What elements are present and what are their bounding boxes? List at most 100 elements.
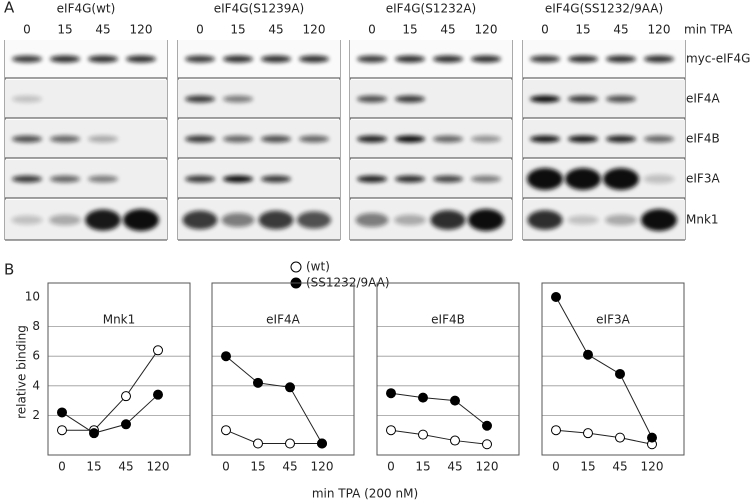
data-point (615, 432, 625, 443)
y-tick-label: 2 (32, 408, 40, 422)
x-tick-label: 0 (58, 460, 66, 474)
y-tick-label: 6 (32, 349, 40, 363)
data-point (121, 419, 131, 430)
blot-band (185, 175, 215, 183)
series (551, 292, 657, 443)
lane-label: 120 (648, 23, 671, 37)
series-line (225, 355, 323, 444)
series-line (555, 429, 653, 445)
blot-band (433, 55, 463, 63)
lane-label: 15 (402, 23, 417, 37)
row-label: eIF4B (686, 132, 720, 146)
series (57, 389, 163, 439)
blot-band (641, 209, 677, 231)
lane-label: 15 (57, 23, 72, 37)
lane-label: 45 (95, 23, 110, 37)
x-tick-label: 45 (612, 460, 627, 474)
y-tick-label: 8 (32, 319, 40, 333)
blot-band (471, 135, 501, 143)
blot-band (299, 135, 329, 143)
blot-band (357, 55, 387, 63)
blot-band (530, 135, 560, 143)
series (551, 425, 657, 450)
series (221, 425, 327, 449)
group-title: eIF4G(wt) (57, 2, 116, 16)
row-label: eIF3A (686, 172, 720, 186)
data-point (317, 438, 327, 449)
data-point (153, 389, 163, 400)
lane-label: 0 (541, 23, 549, 37)
data-point (253, 377, 263, 388)
data-point (89, 428, 99, 439)
blot-band (395, 175, 425, 183)
blot-band (357, 95, 387, 103)
blot-band (12, 55, 42, 63)
series-line (61, 394, 159, 434)
data-point (57, 425, 67, 436)
x-tick-label: 120 (476, 460, 499, 474)
blot-band (395, 135, 425, 143)
blot-band (394, 214, 426, 226)
blot-band (49, 214, 81, 226)
x-tick-label: 15 (86, 460, 101, 474)
lane-label: 0 (196, 23, 204, 37)
blot-band (12, 135, 42, 143)
x-tick-label: 0 (222, 460, 230, 474)
x-tick-label: 0 (387, 460, 395, 474)
blot-band (185, 135, 215, 143)
blot-band (261, 175, 291, 183)
blot-band (357, 175, 387, 183)
series-line (62, 349, 159, 431)
legend-label: (wt) (306, 260, 330, 274)
blot-band (530, 55, 560, 63)
blot-band (223, 55, 253, 63)
blot-band (223, 175, 253, 183)
data-point (450, 435, 460, 446)
blot-band (606, 55, 636, 63)
blot-band (530, 95, 560, 103)
series-line (390, 429, 488, 445)
blot-band (644, 135, 674, 143)
chart-title: eIF4A (266, 313, 300, 327)
x-tick-label: 15 (415, 460, 430, 474)
blot-band (50, 175, 80, 183)
lane-label: 45 (268, 23, 283, 37)
blot-band (123, 209, 159, 231)
blot-band (85, 209, 121, 231)
blot-band (395, 55, 425, 63)
x-tick-label: 0 (552, 460, 560, 474)
blot-band (258, 210, 294, 230)
data-point (386, 388, 396, 399)
data-point (551, 425, 561, 436)
blot-band (182, 210, 218, 230)
blot-band (50, 135, 80, 143)
data-point (647, 432, 657, 443)
blot-band (357, 135, 387, 143)
row-label: eIF4A (686, 92, 720, 106)
data-point (418, 392, 428, 403)
data-point (583, 349, 593, 360)
plot-frame (47, 282, 191, 456)
plot-frame (541, 282, 685, 456)
series (386, 425, 492, 450)
blot-band (565, 168, 601, 190)
blot-band (395, 95, 425, 103)
series-line (225, 429, 322, 445)
row-label: myc-eIF4G (686, 52, 750, 66)
plot-frame (211, 282, 355, 456)
blot-band (430, 210, 466, 230)
blot-band (50, 55, 80, 63)
data-point (482, 420, 492, 431)
series-line (555, 296, 653, 438)
x-tick-label: 15 (250, 460, 265, 474)
data-point (482, 439, 492, 450)
x-tick-label: 45 (447, 460, 462, 474)
blot-band (88, 175, 118, 183)
y-axis-label: relative binding (15, 325, 29, 419)
group-title: eIF4G(S1239A) (214, 2, 305, 16)
lane-label: 0 (368, 23, 376, 37)
x-tick-label: 45 (118, 460, 133, 474)
blot-band (12, 95, 42, 103)
x-tick-label: 120 (311, 460, 334, 474)
x-tick-label: 120 (641, 460, 664, 474)
